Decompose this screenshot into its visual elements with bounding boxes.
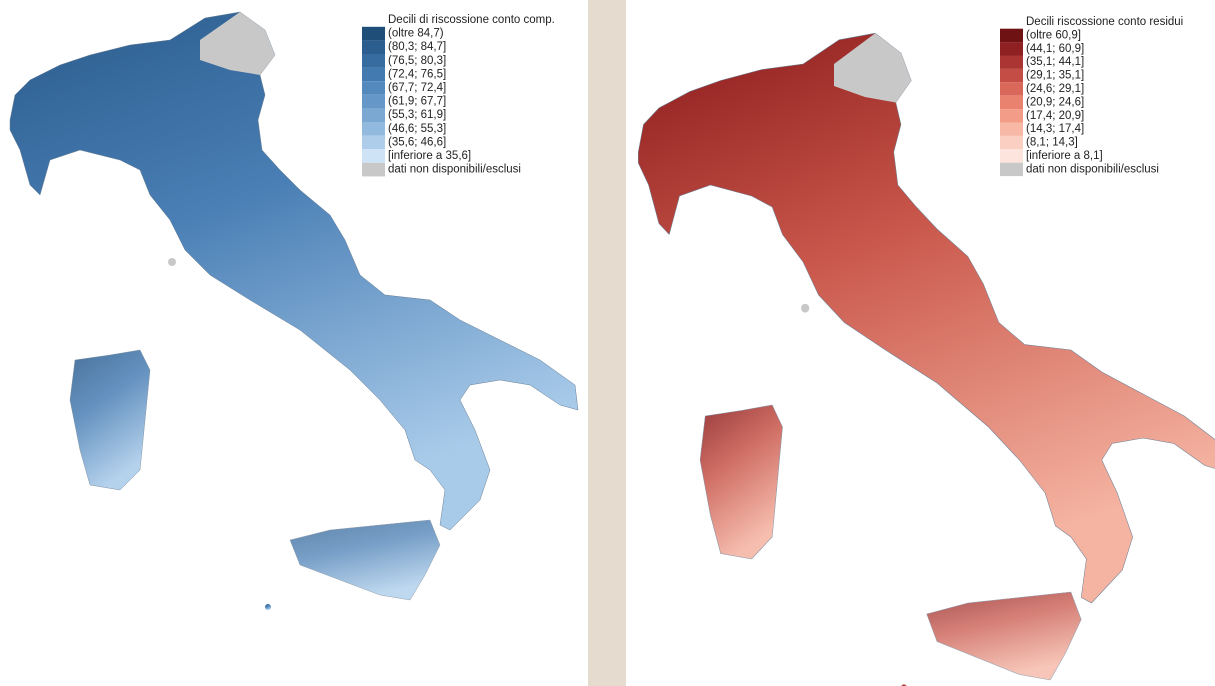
legend-label: (8,1; 14,3] bbox=[1026, 137, 1078, 149]
legend-swatch bbox=[362, 122, 385, 136]
legend-label: (55,3; 61,9] bbox=[388, 109, 446, 121]
legend-label: (24,6; 29,1] bbox=[1026, 83, 1084, 95]
legend-title: Decili riscossione conto residui bbox=[1026, 16, 1183, 28]
legends: Decili di riscossione conto comp. (oltre … bbox=[362, 14, 1183, 177]
legend-swatch bbox=[1000, 82, 1023, 96]
legend-label: (80,3; 84,7] bbox=[388, 41, 446, 53]
legend-swatch bbox=[362, 162, 385, 177]
legend-label: (17,4; 20,9] bbox=[1026, 110, 1084, 122]
legend-swatch bbox=[362, 40, 385, 54]
legend-swatch bbox=[362, 67, 385, 82]
separator bbox=[588, 0, 626, 686]
legend-label: (14,3; 17,4] bbox=[1026, 123, 1084, 135]
legend-label: dati non disponibili/esclusi bbox=[388, 164, 521, 176]
legend-label: (35,1; 44,1] bbox=[1026, 56, 1084, 68]
legend-swatch bbox=[362, 94, 385, 109]
legend-swatch bbox=[362, 108, 385, 122]
legend-label: (76,5; 80,3] bbox=[388, 55, 446, 67]
legend-swatch bbox=[362, 149, 385, 163]
legend-label: [inferiore a 8,1] bbox=[1026, 150, 1103, 162]
legend-title: Decili di riscossione conto comp. bbox=[388, 14, 555, 26]
legend-label: [inferiore a 35,6] bbox=[388, 150, 471, 162]
legend-swatch bbox=[362, 26, 385, 41]
legend-swatch bbox=[1000, 135, 1023, 150]
legend-label: (72,4; 76,5] bbox=[388, 68, 446, 80]
legend-swatch bbox=[1000, 162, 1023, 177]
legend-swatch bbox=[362, 135, 385, 150]
legend-swatch bbox=[1000, 109, 1023, 123]
legend-label: (20,9; 24,6] bbox=[1026, 96, 1084, 108]
legend-label: (oltre 84,7) bbox=[388, 28, 444, 40]
legend-label: dati non disponibili/esclusi bbox=[1026, 163, 1159, 175]
legend-swatch bbox=[362, 54, 385, 68]
legend-label: (67,7; 72,4] bbox=[388, 82, 446, 94]
legend-swatch bbox=[1000, 122, 1023, 136]
legend-swatch bbox=[1000, 95, 1023, 110]
legend-label: (46,6; 55,3] bbox=[388, 123, 446, 135]
legend-label: (61,9; 67,7] bbox=[388, 96, 446, 108]
legend-label: (29,1; 35,1] bbox=[1026, 70, 1084, 82]
legend-swatch bbox=[1000, 68, 1023, 83]
legend-swatch bbox=[1000, 55, 1023, 69]
legend-label: (35,6; 46,6] bbox=[388, 136, 446, 148]
legend-swatch bbox=[1000, 42, 1023, 56]
legend-swatch bbox=[362, 81, 385, 95]
legend-swatch bbox=[1000, 28, 1023, 43]
legend-label: (oltre 60,9] bbox=[1026, 29, 1081, 41]
legend-swatch bbox=[1000, 149, 1023, 163]
legend-label: (44,1; 60,9] bbox=[1026, 43, 1084, 55]
